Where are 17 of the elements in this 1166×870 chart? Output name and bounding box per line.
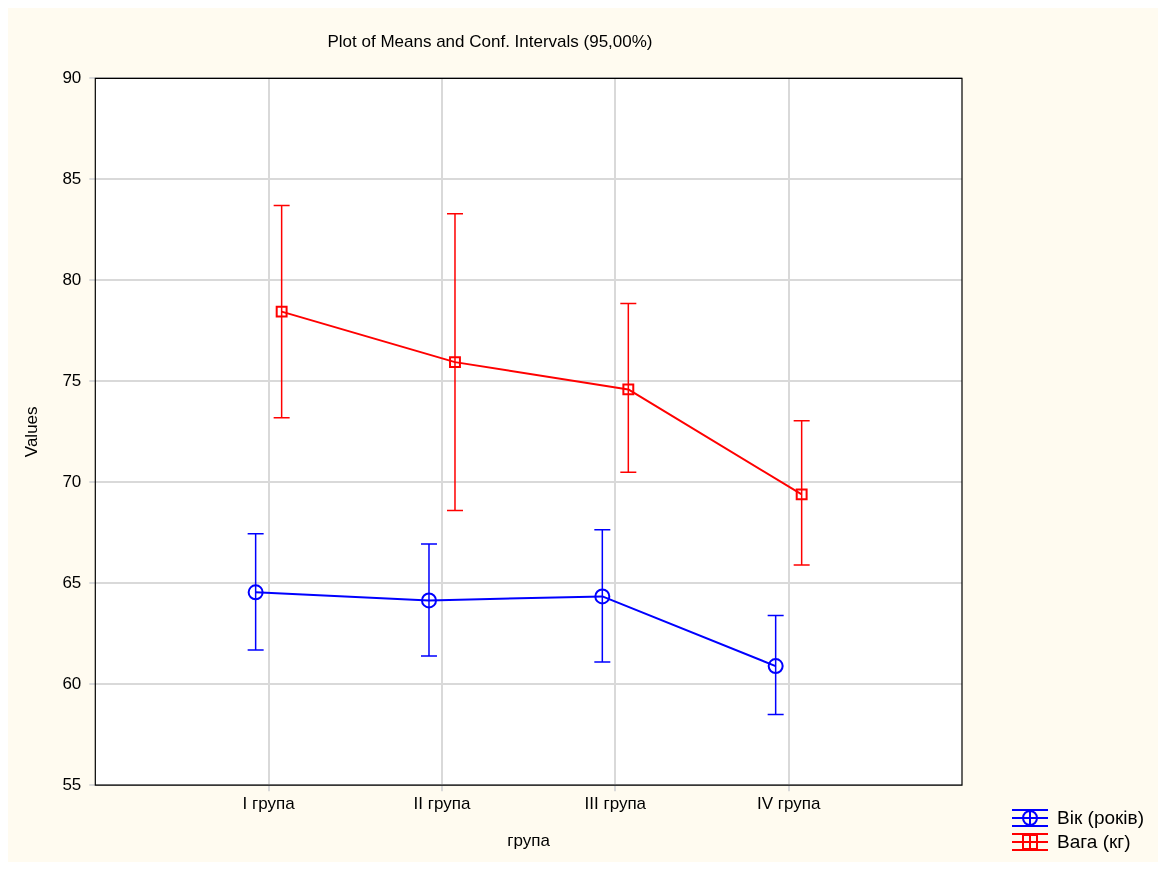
y-tick-label: 70 <box>62 471 82 491</box>
y-tick-label: 85 <box>62 169 82 189</box>
y-tick-label: 75 <box>62 371 82 390</box>
x-axis-title: група <box>507 831 551 851</box>
y-tick-label: 90 <box>62 68 82 88</box>
x-tick-label: IV група <box>756 794 821 814</box>
x-tick-label: I група <box>242 794 296 814</box>
chart-title: Plot of Means and Conf. Intervals (95,00%) <box>327 31 653 51</box>
legend-label: Вік (років) <box>1057 806 1144 830</box>
y-axis-title: Values <box>21 406 41 458</box>
y-tick-label: 60 <box>62 673 82 693</box>
x-tick-label: III група <box>584 794 647 814</box>
y-tick-label: 80 <box>62 270 82 290</box>
y-tick-label: 65 <box>62 572 82 592</box>
y-tick-label: 55 <box>62 774 82 794</box>
legend-label: Вага (кг) <box>1057 830 1131 854</box>
x-tick-label: II група <box>413 794 471 814</box>
